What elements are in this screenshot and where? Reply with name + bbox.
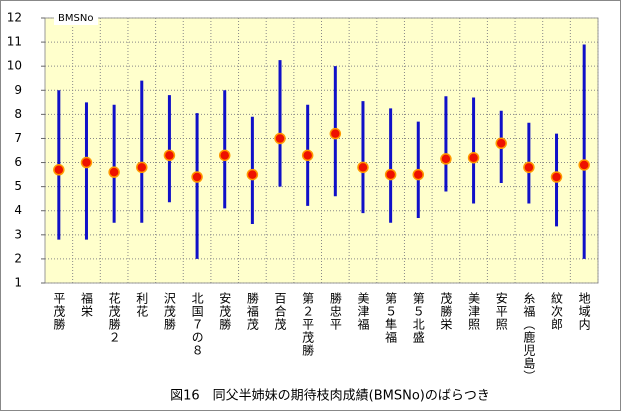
mean-dot bbox=[108, 166, 120, 178]
x-tick-label: 北国７の８ bbox=[190, 292, 204, 357]
mean-dot bbox=[384, 168, 397, 181]
x-tick-label: 勝福茂 bbox=[245, 291, 259, 331]
y-tick-label: 4 bbox=[14, 203, 22, 217]
x-tick-label: 第５北盛 bbox=[411, 292, 425, 344]
mean-dot bbox=[301, 149, 314, 162]
mean-dot bbox=[495, 137, 507, 150]
mean-dot bbox=[578, 159, 590, 171]
y-tick-label: 5 bbox=[14, 179, 22, 193]
mean-dot bbox=[274, 132, 286, 145]
x-tick-label: 百合茂 bbox=[273, 292, 287, 331]
y-tick-label: 8 bbox=[14, 107, 22, 121]
mean-dot bbox=[412, 168, 425, 181]
y-tick-label: 11 bbox=[7, 35, 22, 49]
x-tick-label: 沢茂勝 bbox=[162, 292, 176, 331]
mean-dot bbox=[550, 171, 563, 183]
y-tick-label: 2 bbox=[14, 251, 22, 265]
caption: 図16 同父半姉妹の期待枝肉成績(BMSNo)のばらつき bbox=[170, 389, 490, 404]
y-axis-label: BMSNo bbox=[58, 13, 93, 24]
x-tick-label: 茂勝栄 bbox=[439, 292, 453, 331]
mean-dot bbox=[218, 149, 231, 162]
x-tick-label: 平茂勝 bbox=[52, 292, 66, 331]
x-tick-label: 利花 bbox=[135, 292, 149, 318]
y-tick-label: 7 bbox=[14, 131, 22, 145]
mean-dot bbox=[53, 164, 65, 176]
mean-dot bbox=[523, 161, 535, 174]
mean-dot bbox=[246, 168, 259, 181]
x-tick-label: 美津照 bbox=[467, 292, 481, 331]
x-tick-label: 紋次郎 bbox=[550, 292, 564, 331]
y-tick-label: 3 bbox=[14, 227, 22, 241]
x-tick-label: 福栄 bbox=[79, 291, 93, 318]
y-tick-label: 12 bbox=[7, 11, 22, 25]
y-tick-label: 10 bbox=[7, 59, 22, 73]
x-tick-label: 美津福 bbox=[356, 292, 370, 331]
mean-dot bbox=[357, 161, 369, 174]
x-tick-label: 第５隼福 bbox=[384, 292, 398, 344]
x-tick-label: 第２平茂勝 bbox=[301, 292, 315, 357]
y-tick-label: 6 bbox=[14, 155, 22, 169]
y-tick-label: 9 bbox=[14, 83, 22, 97]
x-tick-label: 安平照 bbox=[494, 291, 508, 331]
x-tick-label: 糸福（鹿児島） bbox=[522, 292, 536, 383]
mean-dot bbox=[136, 161, 148, 174]
mean-dot bbox=[191, 171, 203, 183]
mean-dot bbox=[440, 153, 452, 165]
x-tick-label: 花茂勝２ bbox=[107, 291, 121, 344]
mean-dot bbox=[163, 149, 176, 162]
x-tick-label: 安茂勝 bbox=[218, 291, 232, 331]
x-tick-label: 勝忠平 bbox=[328, 291, 342, 331]
x-tick-label: 地域内 bbox=[577, 292, 591, 331]
y-tick-label: 1 bbox=[14, 276, 22, 290]
label-bg bbox=[54, 11, 98, 25]
mean-dot bbox=[80, 156, 93, 169]
mean-dot bbox=[467, 151, 480, 164]
mean-dot bbox=[329, 127, 342, 140]
